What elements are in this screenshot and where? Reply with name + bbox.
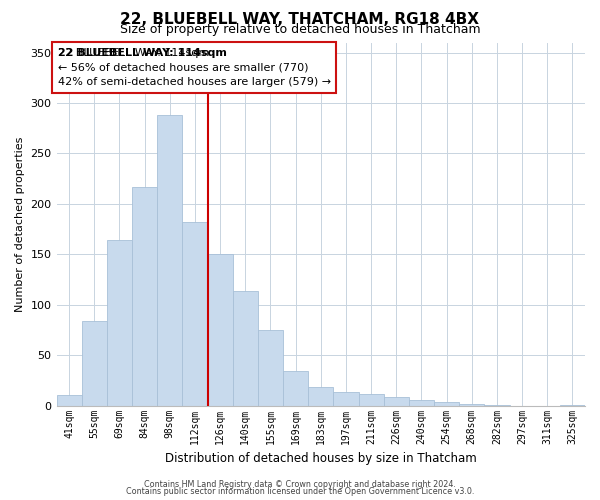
Bar <box>258 330 283 406</box>
Bar <box>182 222 208 406</box>
Bar <box>484 404 509 406</box>
Bar <box>560 404 585 406</box>
Bar <box>383 396 409 406</box>
Text: Size of property relative to detached houses in Thatcham: Size of property relative to detached ho… <box>119 22 481 36</box>
Text: 22 BLUEBELL WAY: 114sqm
← 56% of detached houses are smaller (770)
42% of semi-d: 22 BLUEBELL WAY: 114sqm ← 56% of detache… <box>58 48 331 87</box>
Bar <box>359 394 383 406</box>
Bar <box>157 115 182 406</box>
X-axis label: Distribution of detached houses by size in Thatcham: Distribution of detached houses by size … <box>165 452 476 465</box>
Bar <box>233 290 258 406</box>
Bar <box>132 186 157 406</box>
Bar <box>409 400 434 406</box>
Bar <box>283 372 308 406</box>
Bar <box>459 404 484 406</box>
Text: 22 BLUEBELL WAY: 114sqm: 22 BLUEBELL WAY: 114sqm <box>58 48 227 58</box>
Bar <box>308 388 334 406</box>
Bar <box>334 392 359 406</box>
Y-axis label: Number of detached properties: Number of detached properties <box>15 136 25 312</box>
Text: Contains HM Land Registry data © Crown copyright and database right 2024.: Contains HM Land Registry data © Crown c… <box>144 480 456 489</box>
Text: 22, BLUEBELL WAY, THATCHAM, RG18 4BX: 22, BLUEBELL WAY, THATCHAM, RG18 4BX <box>121 12 479 28</box>
Text: Contains public sector information licensed under the Open Government Licence v3: Contains public sector information licen… <box>126 487 474 496</box>
Bar <box>56 394 82 406</box>
Bar <box>208 254 233 406</box>
Bar <box>107 240 132 406</box>
Bar <box>82 321 107 406</box>
Bar <box>434 402 459 406</box>
